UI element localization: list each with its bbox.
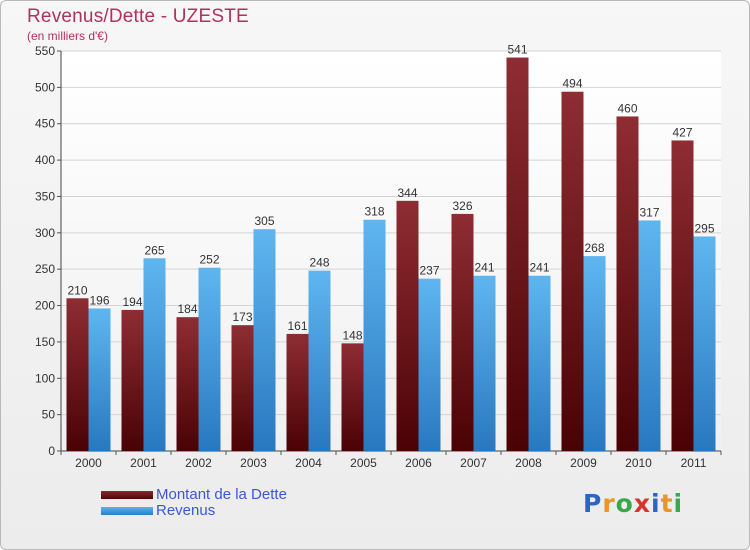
logo-letter: i [673,489,684,518]
legend-label-revenus: Revenus [156,502,216,519]
x-tick-label: 2002 [185,456,212,470]
x-tick-label: 2008 [515,456,542,470]
bar-dette [506,57,529,451]
data-label-dette: 173 [232,310,252,324]
data-label-dette: 427 [672,125,692,139]
data-label-dette: 148 [342,328,362,342]
bar-revenus [308,270,331,451]
data-label-revenus: 317 [639,205,659,219]
bar-revenus [638,220,661,451]
bar-revenus [693,236,716,451]
data-label-revenus: 241 [529,261,549,275]
logo-letter: x [633,489,651,518]
plot-area [61,51,721,451]
y-tick-label: 100 [35,371,55,385]
bar-revenus [143,258,166,451]
data-label-revenus: 237 [419,264,439,278]
y-tick-label: 150 [35,335,55,349]
bar-dette [451,213,474,451]
bar-revenus [88,308,111,451]
x-tick-label: 2009 [570,456,597,470]
chart-title: Revenus/Dette - UZESTE [27,6,249,27]
legend-swatch-dette [101,491,153,499]
data-label-dette: 494 [562,77,582,91]
data-label-dette: 194 [122,295,142,309]
data-label-dette: 326 [452,199,472,213]
data-label-revenus: 265 [144,243,164,257]
data-label-revenus: 252 [199,253,219,267]
y-tick-label: 450 [35,117,55,131]
bar-revenus [418,278,441,451]
bar-revenus [528,275,551,451]
x-tick-label: 2000 [75,456,102,470]
proxiti-logo: Proxiti [583,489,683,518]
data-label-dette: 344 [397,186,417,200]
bar-revenus [363,219,386,451]
y-tick-label: 400 [35,153,55,167]
y-tick-label: 500 [35,80,55,94]
x-tick-label: 2003 [240,456,267,470]
data-label-revenus: 318 [364,205,384,219]
x-tick-label: 2001 [130,456,157,470]
x-tick-label: 2005 [350,456,377,470]
bar-dette [341,343,364,451]
bar-dette [616,116,639,452]
chart-subtitle: (en milliers d'€) [27,29,108,43]
y-tick-label: 250 [35,262,55,276]
bar-dette [121,309,144,451]
logo-letter: i [651,489,661,518]
y-tick-label: 50 [42,408,56,422]
bar-dette [66,298,89,451]
logo-letter: P [583,489,603,518]
data-label-revenus: 196 [89,293,109,307]
data-label-revenus: 295 [694,221,714,235]
bar-revenus [583,256,606,451]
bar-revenus [253,229,276,451]
legend-label-dette: Montant de la Dette [156,486,287,503]
x-tick-label: 2007 [460,456,487,470]
y-tick-label: 550 [35,44,55,58]
x-tick-label: 2010 [625,456,652,470]
bar-dette [231,325,254,451]
legend-swatch-revenus [101,507,153,515]
y-tick-label: 200 [35,299,55,313]
y-tick-label: 0 [48,444,55,458]
logo-letter: t [660,489,674,518]
data-label-dette: 541 [507,43,527,57]
data-label-dette: 210 [67,283,87,297]
data-label-revenus: 305 [254,214,274,228]
data-label-revenus: 241 [474,261,494,275]
bar-revenus [473,275,496,451]
logo-letter: r [602,489,616,518]
bar-dette [671,140,694,452]
data-label-revenus: 268 [584,241,604,255]
data-label-dette: 460 [617,101,637,115]
data-label-revenus: 248 [309,256,329,270]
bar-dette [286,333,309,451]
bar-dette [176,317,199,451]
data-label-dette: 184 [177,302,197,316]
bar-dette [561,91,584,452]
x-tick-label: 2011 [681,456,707,470]
x-tick-label: 2006 [405,456,432,470]
x-tick-label: 2004 [295,456,322,470]
bar-dette [396,200,419,451]
data-label-dette: 161 [287,319,307,333]
y-tick-label: 300 [35,226,55,240]
y-tick-label: 350 [35,189,55,203]
logo-letter: o [615,489,634,518]
bar-revenus [198,267,221,451]
